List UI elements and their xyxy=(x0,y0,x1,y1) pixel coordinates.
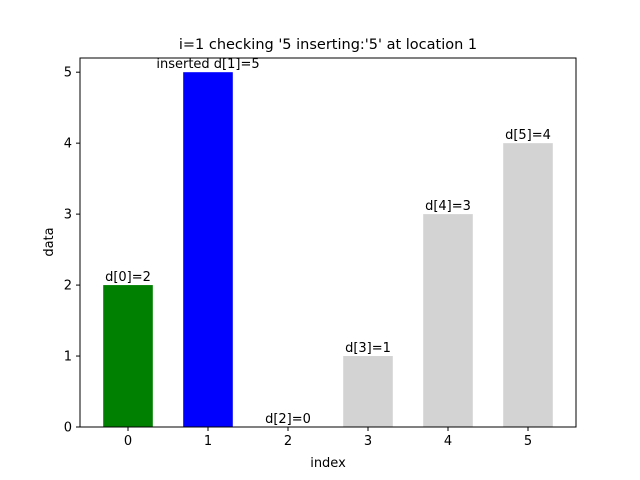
y-tick-label-3: 3 xyxy=(64,208,72,223)
bar-5 xyxy=(503,143,553,427)
x-axis-label: index xyxy=(310,456,346,471)
bar-label-4: d[4]=3 xyxy=(425,199,471,214)
y-tick-label-0: 0 xyxy=(64,421,72,436)
bar-label-1: inserted d[1]=5 xyxy=(156,57,259,72)
bar-1 xyxy=(183,72,233,427)
chart-title: i=1 checking '5 inserting:'5' at locatio… xyxy=(179,37,477,53)
x-tick-label-2: 2 xyxy=(284,434,292,449)
y-tick-label-4: 4 xyxy=(64,137,72,152)
plot-frame xyxy=(79,57,577,428)
bar-0 xyxy=(103,285,153,427)
y-axis-label: data xyxy=(42,227,57,256)
bar-3 xyxy=(343,356,393,427)
bar-label-2: d[2]=0 xyxy=(265,412,311,427)
y-tick-label-5: 5 xyxy=(64,66,72,81)
x-tick-label-5: 5 xyxy=(524,434,532,449)
bar-label-5: d[5]=4 xyxy=(505,128,551,143)
x-tick-label-0: 0 xyxy=(124,434,132,449)
x-tick-label-4: 4 xyxy=(444,434,452,449)
bar-label-0: d[0]=2 xyxy=(105,270,151,285)
bar-4 xyxy=(423,214,473,427)
y-tick-label-2: 2 xyxy=(64,279,72,294)
x-tick-label-1: 1 xyxy=(204,434,212,449)
bar-label-3: d[3]=1 xyxy=(345,341,391,356)
x-tick-label-3: 3 xyxy=(364,434,372,449)
y-tick-label-1: 1 xyxy=(64,350,72,365)
